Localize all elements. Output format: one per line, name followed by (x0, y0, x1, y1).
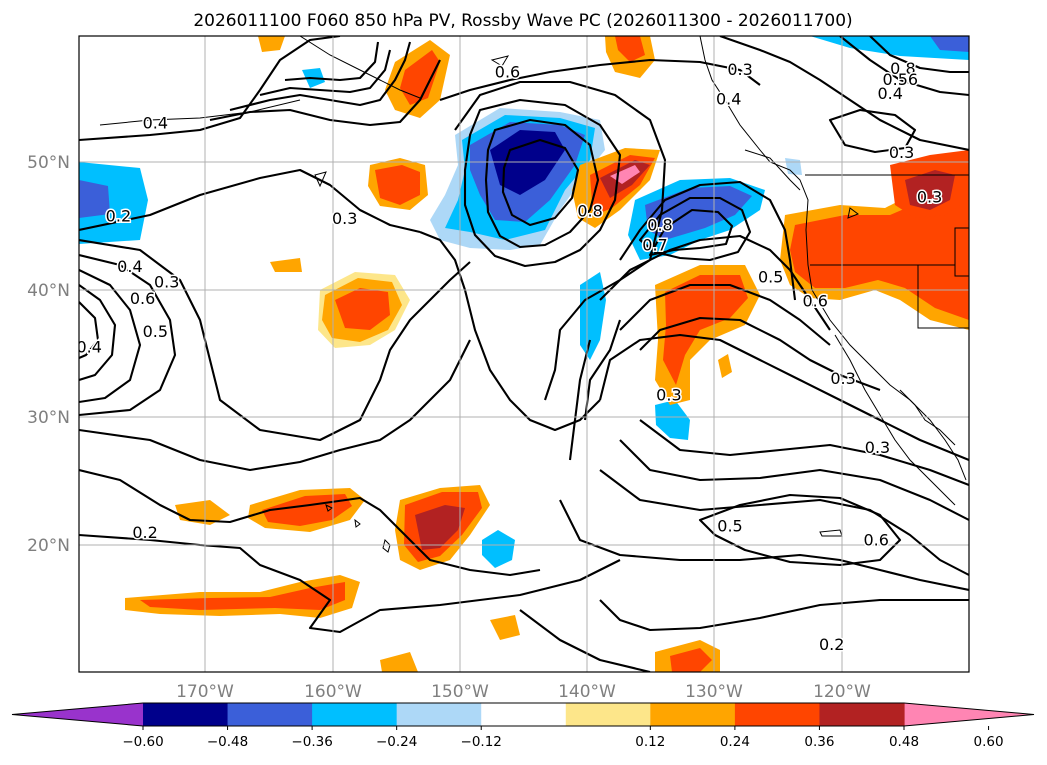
contour-label: 0.8 (577, 201, 602, 220)
colorbar-tick-label: 0.12 (635, 734, 665, 750)
colorbar-extend-low (12, 703, 143, 726)
colorbar-tick-label: −0.48 (207, 734, 248, 750)
contour-label: 0.3 (332, 209, 357, 228)
colorbar-segment (227, 703, 313, 726)
contour-labels: 0.6 0.30.40.40.2 0.3 0.80.80.70.40.30.60.50… (76, 57, 944, 655)
lon-label: 130°W (685, 682, 743, 702)
colorbar-segment (143, 703, 229, 726)
coastlines (99, 36, 969, 553)
colorbar-tick-label: 0.24 (720, 734, 750, 750)
colorbar-tick-label: 0.48 (889, 734, 919, 750)
contour-label: 0.2 (819, 635, 844, 654)
contour-label: 0.4 (117, 257, 142, 276)
contour-label: 0.56 (882, 70, 918, 89)
contour-label: 0.3 (889, 143, 914, 162)
lat-label: 30°N (27, 408, 70, 428)
contour-label: 0.4 (143, 114, 168, 133)
contour-label: 0.5 (143, 322, 168, 341)
figure-title: 2026011100 F060 850 hPa PV, Rossby Wave … (193, 11, 852, 31)
contour-label: 0.2 (132, 523, 157, 542)
colorbar-tick-label: −0.60 (122, 734, 163, 750)
colorbar-tick-label: −0.36 (291, 734, 332, 750)
contour-label: 0.5 (758, 267, 783, 286)
contour-label: 0.4 (877, 84, 902, 103)
contour-label: 0.3 (917, 187, 942, 206)
colorbar-segment (396, 703, 482, 726)
contour-label: 0.4 (76, 337, 101, 356)
colorbar-tick-label: 0.36 (804, 734, 834, 750)
contour-label: 0.7 (642, 236, 667, 255)
contour-label: 0.6 (130, 289, 155, 308)
contour-label: 0.5 (717, 517, 742, 536)
colorbar: −0.60 −0.48 −0.36 −0.24 −0.12 0.12 0.24 0.36 0.4… (11, 702, 1035, 750)
colorbar-segment (734, 703, 821, 726)
colorbar-segment (565, 703, 651, 726)
colorbar-segment (819, 703, 905, 726)
contour-label: 0.6 (863, 531, 888, 550)
contour-label: 0.6 (802, 292, 827, 311)
contour-label: 0.8 (890, 59, 915, 78)
colorbar-segment (312, 703, 398, 726)
contour-label: 0.2 (106, 206, 131, 225)
contour-label: 0.3 (727, 60, 752, 79)
latitude-labels: 50°N 40°N 30°N 20°N (27, 153, 70, 556)
contour-label: 0.4 (716, 89, 741, 108)
plot-frame (78, 35, 970, 673)
colorbar-tick-label: −0.24 (376, 734, 417, 750)
pv-contours (79, 36, 969, 672)
longitude-labels: 170°W 160°W 150°W 140°W 130°W 120°W (176, 682, 871, 702)
lat-label: 40°N (27, 281, 70, 301)
contour-label: 0.3 (830, 369, 855, 388)
colorbar-segment (481, 703, 567, 726)
map-plot-area: 0.6 0.30.40.40.2 0.3 0.80.80.70.40.30.60.50… (76, 36, 969, 672)
colorbar-extend-high (904, 703, 1034, 726)
lon-label: 160°W (304, 682, 362, 702)
contour-label: 0.3 (656, 386, 681, 405)
colorbar-segment (650, 703, 736, 726)
contour-label: 0.3 (154, 273, 179, 292)
lat-label: 20°N (27, 536, 70, 556)
contour-label: 0.8 (647, 215, 672, 234)
lon-label: 170°W (176, 682, 234, 702)
graticule (79, 36, 969, 672)
lon-label: 140°W (558, 682, 616, 702)
colorbar-tick-label: −0.12 (461, 734, 502, 750)
colorbar-tick-label: 0.60 (974, 734, 1004, 750)
lon-label: 150°W (431, 682, 489, 702)
contour-label: 0.3 (865, 438, 890, 457)
lon-label: 120°W (813, 682, 871, 702)
lat-label: 50°N (27, 153, 70, 173)
contour-label: 0.6 (495, 63, 520, 82)
